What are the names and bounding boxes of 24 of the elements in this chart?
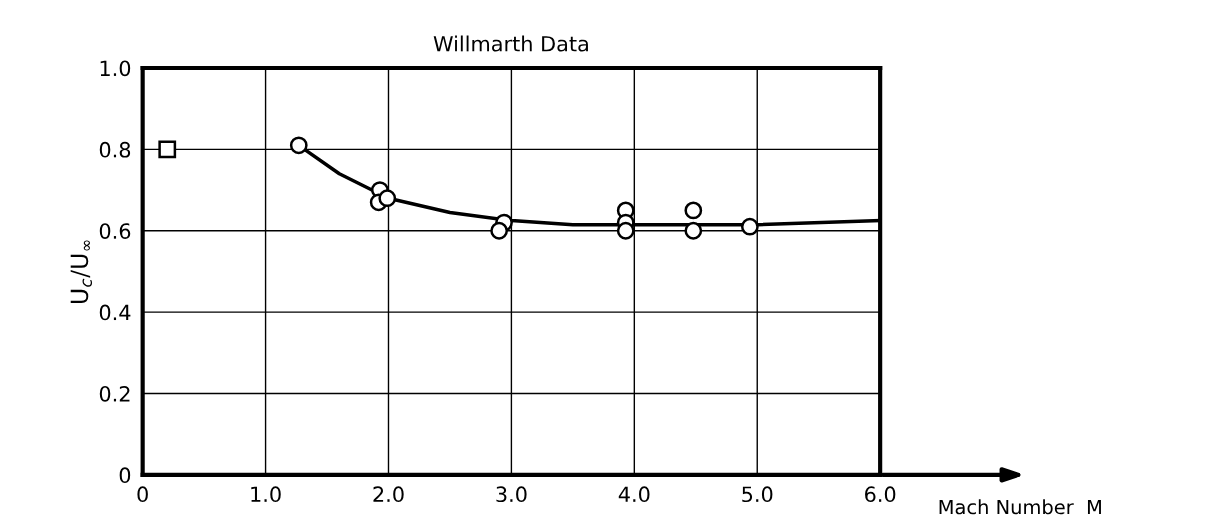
x-tick-label: 3.0 [496,486,527,503]
point [490,221,508,240]
chart-title: Willmarth Data [433,35,588,52]
y-tick-label: 0.8 [99,141,131,158]
point [684,201,703,220]
y-tick-label: 0.4 [99,304,131,321]
y-tick-label: 1.0 [100,60,131,77]
y-tick-label: 0.2 [99,385,130,402]
y-axis-title: U$_{c}$/U$_{∞}$ [70,240,93,304]
point [378,189,397,208]
point [289,136,308,155]
point [684,221,703,240]
x-tick-label: 4.0 [618,486,650,503]
x-tick-label: 5.0 [742,486,773,503]
point [740,217,759,236]
x-tick-label: 2.0 [373,486,404,503]
y-tick-label: 0 [119,467,131,484]
point [158,140,177,159]
point [616,221,635,240]
y-tick-label: 0.6 [99,223,131,239]
x-tick-label: 1.0 [251,486,281,503]
x-axis-title: Mach Number M [939,499,1101,515]
x-tick-label: 6.0 [865,486,896,503]
x-tick-label: 0 [137,486,148,503]
